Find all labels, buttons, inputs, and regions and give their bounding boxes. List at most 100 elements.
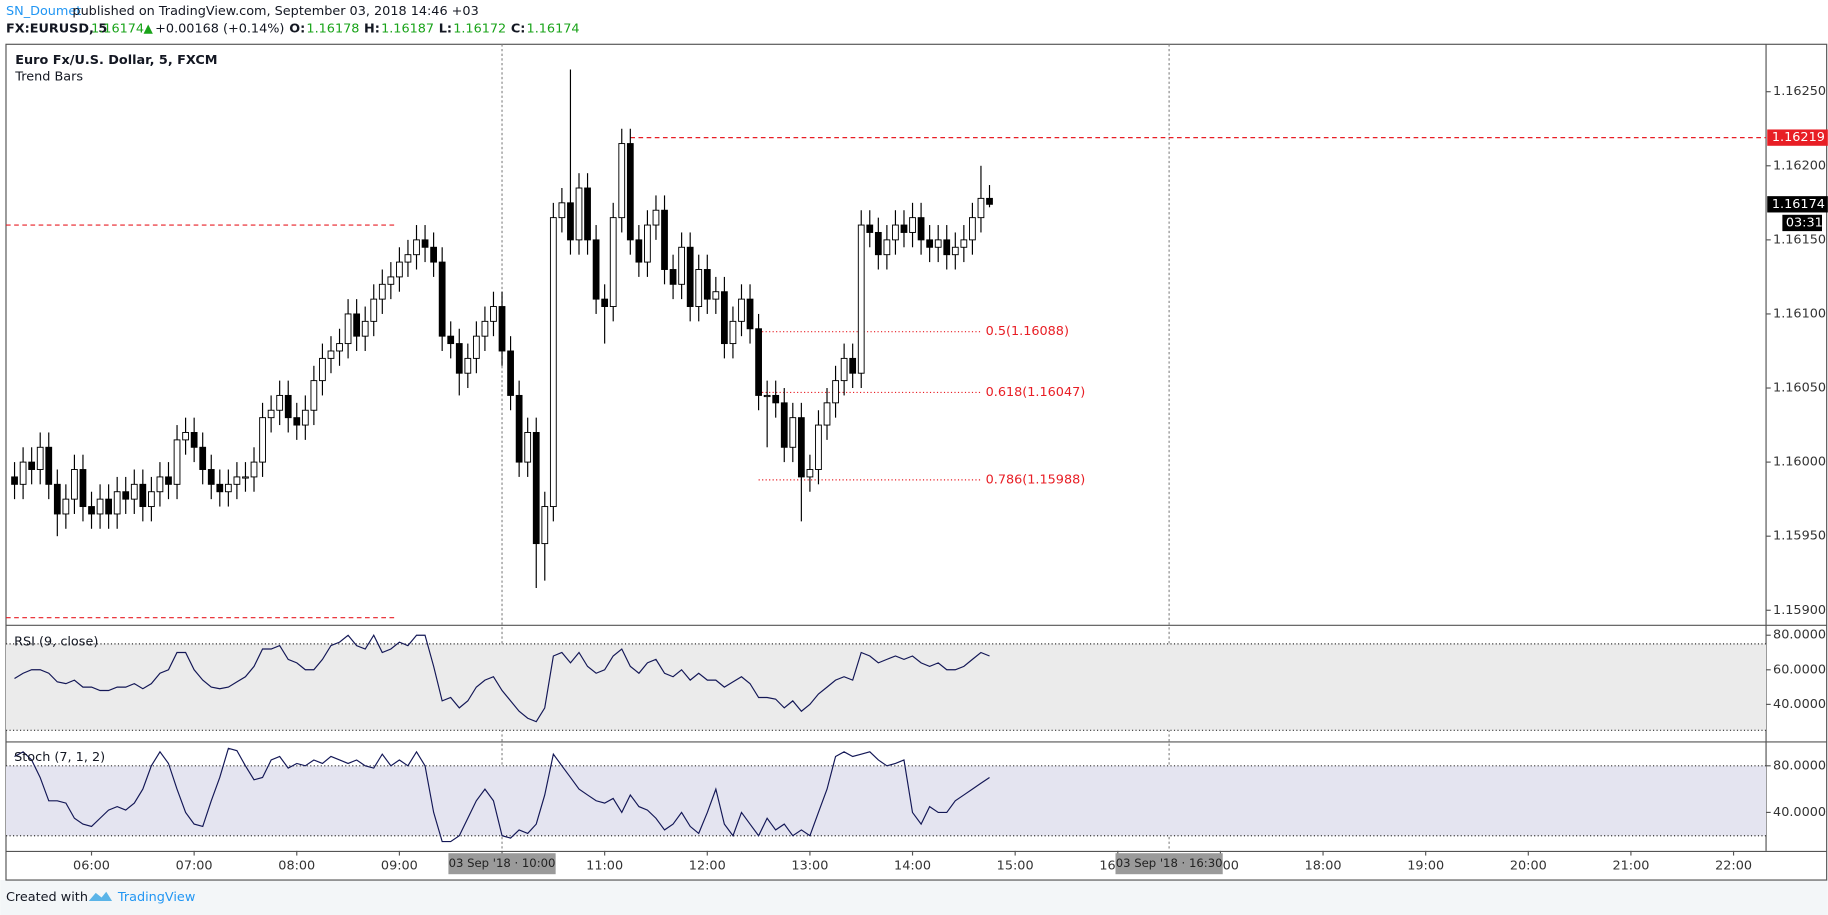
- candle-body: [943, 239, 951, 256]
- candle-body: [823, 402, 831, 426]
- candle-body: [669, 269, 677, 285]
- candle-body: [378, 283, 386, 300]
- x-tick-label: 21:00: [1612, 859, 1649, 874]
- candle-body: [267, 409, 275, 419]
- x-tick-label: 07:00: [176, 859, 213, 874]
- x-tick-label: 13:00: [791, 859, 828, 874]
- candle-body: [224, 483, 232, 493]
- candle-body: [635, 239, 643, 263]
- candle-body: [541, 506, 549, 545]
- last-price-bg: [1767, 196, 1828, 213]
- candle-body: [575, 187, 583, 241]
- ohlc-label: O:: [289, 22, 305, 37]
- candle-body: [695, 269, 703, 308]
- candle-body: [481, 320, 489, 337]
- candle-body: [567, 202, 574, 241]
- level-label-bg: [1767, 129, 1828, 146]
- crosshair-label-bg: [1115, 853, 1223, 875]
- x-tick-label: 14:00: [894, 859, 931, 874]
- y-tick-label: 1.16100: [1773, 306, 1826, 321]
- fib-label: 0.5(1.16088): [986, 324, 1069, 339]
- candle-body: [207, 469, 215, 485]
- candle-body: [242, 476, 249, 479]
- y-tick-label: 1.16050: [1773, 381, 1826, 396]
- candle-body: [62, 498, 70, 515]
- y-tick-label: 1.15950: [1773, 529, 1826, 544]
- candle-body: [609, 217, 617, 308]
- y-tick-label: 40.0000: [1773, 697, 1826, 712]
- y-tick-label: 1.16000: [1773, 455, 1826, 470]
- author[interactable]: SN_Doumet: [6, 4, 81, 19]
- x-tick-label: 11:00: [586, 859, 623, 874]
- candle-body: [592, 239, 600, 300]
- candle-body: [678, 246, 686, 285]
- candle-body: [173, 439, 181, 485]
- ohlc-label: L:: [439, 22, 452, 37]
- candle-body: [789, 417, 797, 448]
- ohlc-label: C:: [511, 22, 526, 37]
- candle-body: [276, 394, 284, 411]
- candle-body: [806, 469, 814, 478]
- candle-body: [122, 491, 130, 500]
- ohlc-value: 1.16172: [453, 22, 506, 37]
- candle-body: [626, 143, 634, 241]
- candle-body: [353, 313, 361, 337]
- candle-body: [71, 469, 78, 500]
- candle-body: [815, 424, 822, 470]
- candle-body: [199, 446, 207, 470]
- candle-body: [558, 202, 566, 219]
- candle-body: [36, 446, 44, 470]
- up-arrow: [143, 24, 153, 34]
- candle-body: [430, 246, 437, 263]
- candle-body: [686, 246, 694, 308]
- candle-body: [712, 291, 720, 300]
- candle-body: [396, 261, 403, 278]
- candle-body: [960, 239, 968, 248]
- countdown-bg: [1782, 214, 1823, 232]
- candle-body: [79, 469, 87, 508]
- footer-bg: [0, 880, 1828, 915]
- fib-label: 0.786(1.15988): [986, 472, 1086, 487]
- candle-body: [259, 417, 266, 463]
- candle-body: [148, 491, 155, 508]
- candle-body: [182, 432, 189, 441]
- x-tick-label: 06:00: [73, 859, 110, 874]
- candle-body: [618, 143, 626, 219]
- change: +0.00168 (+0.14%): [155, 22, 284, 37]
- candle-body: [447, 335, 455, 345]
- candle-body: [532, 432, 540, 545]
- candle-body: [601, 298, 609, 308]
- candle-body: [772, 394, 780, 404]
- candle-body: [780, 402, 788, 448]
- candle-body: [88, 506, 95, 515]
- candle-body: [969, 217, 976, 241]
- candle-body: [840, 357, 848, 382]
- candle-body: [584, 187, 591, 241]
- tv-logo: [88, 891, 113, 902]
- y-tick-label: 80.0000: [1773, 628, 1826, 643]
- rsi-label: RSI (9, close): [14, 635, 98, 650]
- candle-body: [763, 394, 771, 398]
- candle-body: [421, 239, 429, 248]
- published: published on TradingView.com, September …: [72, 4, 478, 19]
- candle-body: [849, 357, 857, 374]
- last-price: 1.16174: [1772, 197, 1825, 212]
- y-tick-label: 80.0000: [1773, 758, 1826, 773]
- candle-body: [549, 217, 557, 508]
- candle-body: [977, 197, 985, 219]
- candle-body: [738, 298, 745, 322]
- indicator-line: [14, 634, 990, 723]
- candle-body: [746, 298, 754, 330]
- candle-body: [293, 417, 301, 426]
- y-tick-label: 1.16150: [1773, 232, 1826, 247]
- candle-body: [951, 246, 959, 256]
- x-tick-label: 19:00: [1407, 859, 1444, 874]
- countdown: 03:31: [1786, 215, 1823, 230]
- ohlc-value: 1.16178: [306, 22, 359, 37]
- brand[interactable]: TradingView: [117, 890, 195, 905]
- stoch-label: Stoch (7, 1, 2): [14, 750, 105, 765]
- candle-body: [319, 357, 326, 382]
- candle-body: [644, 224, 651, 263]
- candle-body: [883, 239, 891, 256]
- ohlc-value: 1.16174: [527, 22, 580, 37]
